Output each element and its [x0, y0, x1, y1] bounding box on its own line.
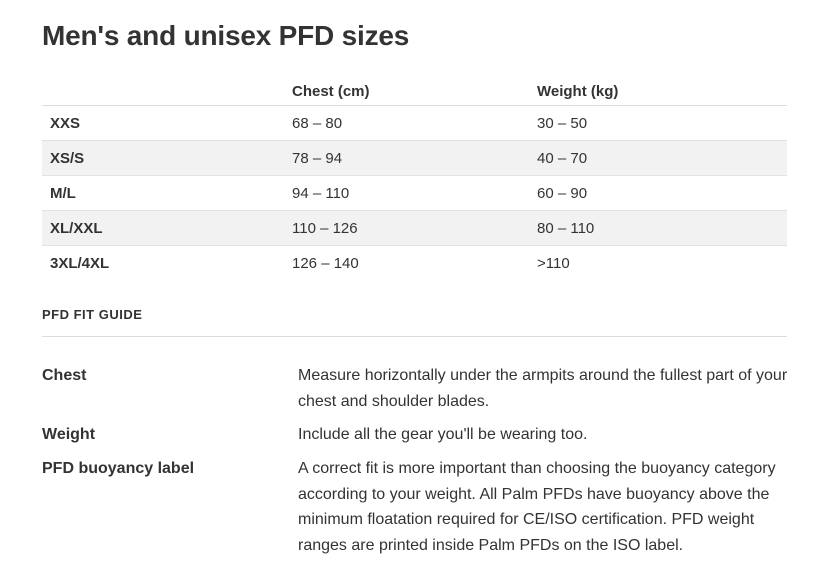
- chest-column-header: Chest (cm): [292, 78, 537, 106]
- fit-guide-term: Chest: [42, 367, 87, 384]
- chest-cell: 126 – 140: [292, 254, 359, 272]
- size-cell: 3XL/4XL: [50, 254, 110, 272]
- table-row: XL/XXL 110 – 126 80 – 110: [42, 210, 787, 246]
- weight-cell: 60 – 90: [537, 175, 787, 211]
- size-table: Chest (cm) Weight (kg) XXS 68 – 80 30 – …: [42, 78, 787, 280]
- chest-cell: 68 – 80: [292, 105, 537, 141]
- weight-column-header: Weight (kg): [537, 78, 787, 106]
- weight-cell: >110: [537, 254, 570, 272]
- weight-cell: 80 – 110: [537, 210, 787, 246]
- table-row: XXS 68 – 80 30 – 50: [42, 105, 787, 141]
- chest-cell: 110 – 126: [292, 210, 537, 246]
- fit-guide-term: Weight: [42, 426, 96, 443]
- table-row: M/L 94 – 110 60 – 90: [42, 175, 787, 211]
- fit-guide-term: PFD buoyancy label: [42, 460, 195, 477]
- fit-guide-description: A correct fit is more important than cho…: [298, 460, 776, 554]
- fit-guide-description: Measure horizontally under the armpits a…: [298, 367, 788, 410]
- size-cell: XL/XXL: [42, 210, 292, 246]
- weight-cell: 40 – 70: [537, 140, 787, 176]
- chest-cell: 78 – 94: [292, 140, 537, 176]
- table-row: XS/S 78 – 94 40 – 70: [42, 140, 787, 176]
- fit-guide-heading: PFD FIT GUIDE: [42, 307, 143, 322]
- size-column-header: [42, 78, 292, 106]
- size-cell: M/L: [42, 175, 292, 211]
- table-header-row: Chest (cm) Weight (kg): [42, 78, 787, 106]
- fit-guide-description: Include all the gear you'll be wearing t…: [298, 426, 588, 443]
- chest-cell: 94 – 110: [292, 175, 537, 211]
- table-row: 3XL/4XL 126 – 140 >110: [42, 246, 787, 281]
- page-title: Men's and unisex PFD sizes: [42, 20, 410, 51]
- size-cell: XS/S: [42, 140, 292, 176]
- weight-cell: 30 – 50: [537, 105, 787, 141]
- size-cell: XXS: [42, 105, 292, 141]
- section-divider: [42, 336, 787, 337]
